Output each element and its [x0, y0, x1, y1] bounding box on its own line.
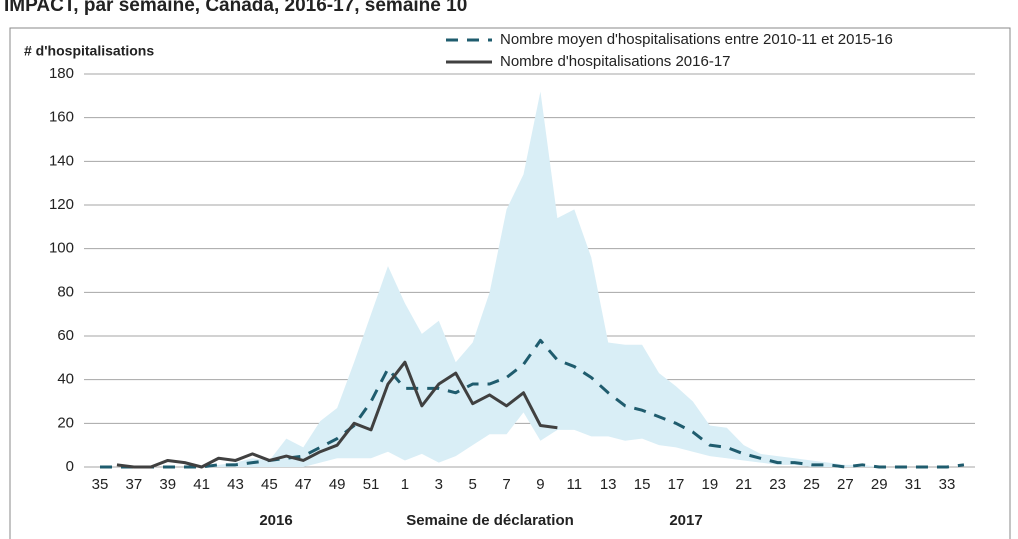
- x-tick-label: 41: [193, 476, 210, 493]
- x-tick-label: 9: [536, 476, 544, 493]
- x-tick-label: 33: [939, 476, 956, 493]
- x-tick-label: 47: [295, 476, 312, 493]
- x-tick-label: 21: [735, 476, 752, 493]
- x-tick-label: 17: [668, 476, 685, 493]
- x-tick-label: 13: [600, 476, 617, 493]
- legend-label: Nombre d'hospitalisations 2016-17: [500, 53, 731, 70]
- x-tick-label: 5: [469, 476, 477, 493]
- x-tick-label: 39: [159, 476, 176, 493]
- x-tick-label: 19: [701, 476, 718, 493]
- y-tick-label: 80: [57, 283, 74, 300]
- y-tick-label: 140: [49, 152, 74, 169]
- x-tick-label: 29: [871, 476, 888, 493]
- x-axis-title: Semaine de déclaration: [406, 512, 574, 529]
- y-tick-label: 120: [49, 196, 74, 213]
- y-tick-label: 0: [66, 458, 74, 475]
- x-tick-label: 15: [634, 476, 651, 493]
- x-tick-label: 35: [92, 476, 109, 493]
- x-tick-label: 23: [769, 476, 786, 493]
- x-tick-label: 3: [435, 476, 443, 493]
- x-tick-label: 7: [502, 476, 510, 493]
- legend-label: Nombre moyen d'hospitalisations entre 20…: [500, 31, 893, 48]
- y-tick-label: 20: [57, 414, 74, 431]
- year-label: 2017: [669, 512, 702, 529]
- x-tick-label: 11: [567, 476, 583, 493]
- x-tick-label: 49: [329, 476, 346, 493]
- y-axis-title: # d'hospitalisations: [24, 43, 154, 59]
- x-tick-label: 1: [401, 476, 409, 493]
- x-tick-label: 25: [803, 476, 820, 493]
- year-label: 2016: [259, 512, 292, 529]
- y-tick-label: 100: [49, 240, 74, 257]
- series-line: [100, 338, 965, 469]
- x-tick-label: 51: [363, 476, 380, 493]
- y-tick-label: 60: [57, 327, 74, 344]
- y-tick-label: 180: [49, 65, 74, 82]
- range-band: [100, 91, 964, 467]
- x-tick-label: 43: [227, 476, 244, 493]
- y-tick-label: 40: [57, 371, 74, 388]
- x-tick-label: 27: [837, 476, 854, 493]
- x-tick-label: 45: [261, 476, 278, 493]
- series-line: [116, 360, 558, 469]
- chart-title: IMPACT, par semaine, Canada, 2016-17, se…: [4, 0, 467, 16]
- chart-frame: [9, 27, 1011, 539]
- y-tick-label: 160: [49, 109, 74, 126]
- x-tick-label: 31: [905, 476, 922, 493]
- x-tick-label: 37: [126, 476, 143, 493]
